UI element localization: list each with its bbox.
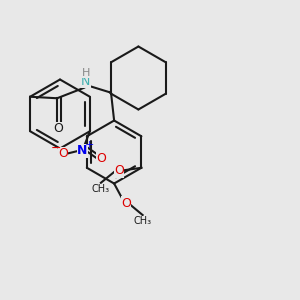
Text: +: + [85, 140, 94, 150]
Text: H: H [81, 68, 90, 78]
Text: CH₃: CH₃ [92, 184, 110, 194]
Text: O: O [114, 164, 124, 177]
Text: N: N [77, 144, 88, 157]
Text: O: O [96, 152, 106, 165]
Text: O: O [54, 122, 64, 135]
Text: CH₃: CH₃ [134, 216, 152, 226]
Text: N: N [81, 75, 90, 88]
Text: O: O [58, 147, 68, 160]
Text: −: − [51, 142, 62, 155]
Text: O: O [121, 196, 131, 209]
